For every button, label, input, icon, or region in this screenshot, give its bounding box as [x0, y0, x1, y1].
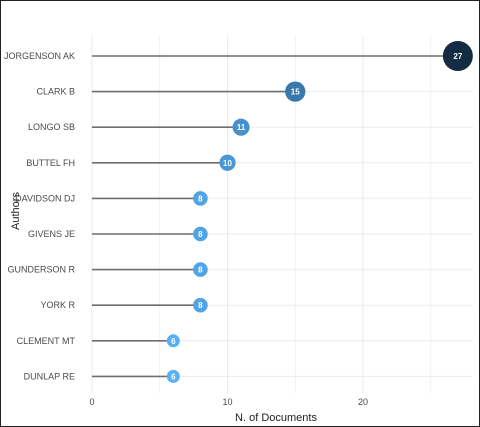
x-tick-label-0: 0 — [89, 397, 94, 407]
dot-0 — [442, 41, 473, 71]
value-label-7: 8 — [198, 301, 203, 310]
dot-1 — [285, 81, 306, 102]
y-tick-label-0: JORGENSON AK — [4, 51, 75, 61]
x-axis-title: N. of Documents — [235, 412, 317, 424]
y-tick-label-9: DUNLAP RE — [24, 371, 75, 381]
y-tick-label-6: GUNDERSON R — [7, 265, 75, 275]
dot-9 — [166, 369, 180, 383]
grid-lines — [91, 35, 473, 393]
y-tick-label-5: GIVENS JE — [28, 229, 75, 239]
y-tick-label-3: BUTTEL FH — [26, 158, 75, 168]
x-tick-label-1: 10 — [222, 397, 232, 407]
y-tick-label-8: CLEMENT MT — [17, 336, 76, 346]
dot-5 — [193, 226, 208, 242]
stems — [92, 55, 458, 378]
y-axis-title: Authors — [10, 192, 22, 230]
y-tick-labels: JORGENSON AK CLARK B LONGO SB BUTTEL FH DAVI… — [4, 51, 76, 381]
value-label-9: 6 — [171, 372, 176, 381]
x-tick-label-2: 20 — [358, 397, 368, 407]
dot-8 — [166, 334, 180, 348]
y-tick-label-1: CLARK B — [36, 87, 75, 97]
y-tick-label-4: DAVIDSON DJ — [15, 193, 75, 203]
dot-7 — [193, 297, 208, 313]
dot-3 — [219, 154, 236, 171]
x-tick-labels: 0 10 20 — [89, 397, 368, 407]
value-label-6: 8 — [198, 266, 203, 275]
value-label-2: 11 — [237, 123, 246, 132]
value-label-1: 15 — [291, 88, 300, 97]
value-label-3: 10 — [223, 159, 232, 168]
dot-4 — [193, 191, 208, 206]
y-tick-label-7: YORK R — [40, 300, 75, 310]
value-label-8: 6 — [171, 337, 176, 346]
y-tick-label-2: LONGO SB — [28, 122, 75, 132]
dot-2 — [232, 118, 250, 136]
value-label-4: 8 — [198, 194, 203, 203]
value-label-5: 8 — [198, 230, 203, 239]
value-label-0: 27 — [453, 52, 462, 61]
dot-6 — [193, 262, 208, 277]
dots: 27 15 11 10 8 8 8 8 6 6 — [166, 41, 473, 383]
